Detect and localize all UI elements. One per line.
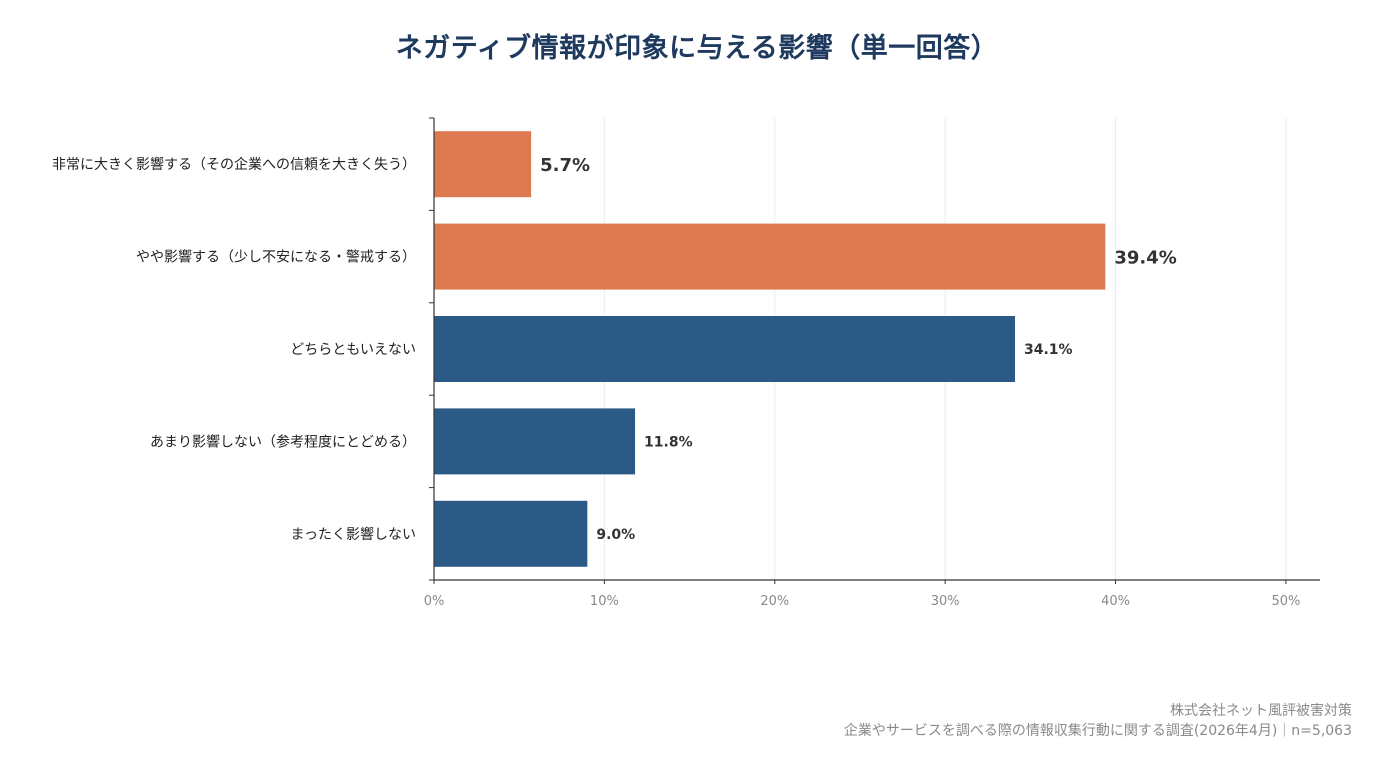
data-label: 11.8%: [644, 434, 693, 450]
x-tick-label: 40%: [1101, 594, 1130, 609]
x-tick-label: 50%: [1271, 594, 1300, 609]
category-label: まったく影響しない: [291, 526, 416, 543]
footer-company: 株式会社ネット風評被害対策: [1170, 703, 1352, 719]
category-label: あまり影響しない（参考程度にとどめる）: [150, 433, 416, 450]
category-label: どちらともいえない: [290, 342, 416, 358]
x-tick-label: 20%: [760, 594, 789, 609]
bar: [434, 131, 532, 198]
bar: [434, 316, 1016, 382]
category-label: やや影響する（少し不安になる・警戒する）: [136, 249, 416, 266]
x-tick-label: 0%: [424, 594, 445, 609]
x-tick-label: 10%: [590, 594, 619, 609]
data-label: 5.7%: [540, 155, 590, 176]
bar: [434, 500, 588, 567]
data-label: 9.0%: [596, 527, 635, 543]
data-label: 34.1%: [1024, 342, 1073, 358]
chart-title: ネガティブ情報が印象に与える影響（単一回答）: [395, 33, 999, 64]
category-label: 非常に大きく影響する（その企業への信頼を大きく失う）: [52, 156, 416, 173]
bar: [434, 223, 1106, 290]
data-label: 39.4%: [1114, 248, 1176, 269]
x-tick-label: 30%: [931, 594, 960, 609]
footer-survey-note: 企業やサービスを調べる際の情報収集行動に関する調査(2026年4月)｜n=5,0…: [843, 723, 1352, 739]
bar: [434, 408, 636, 475]
